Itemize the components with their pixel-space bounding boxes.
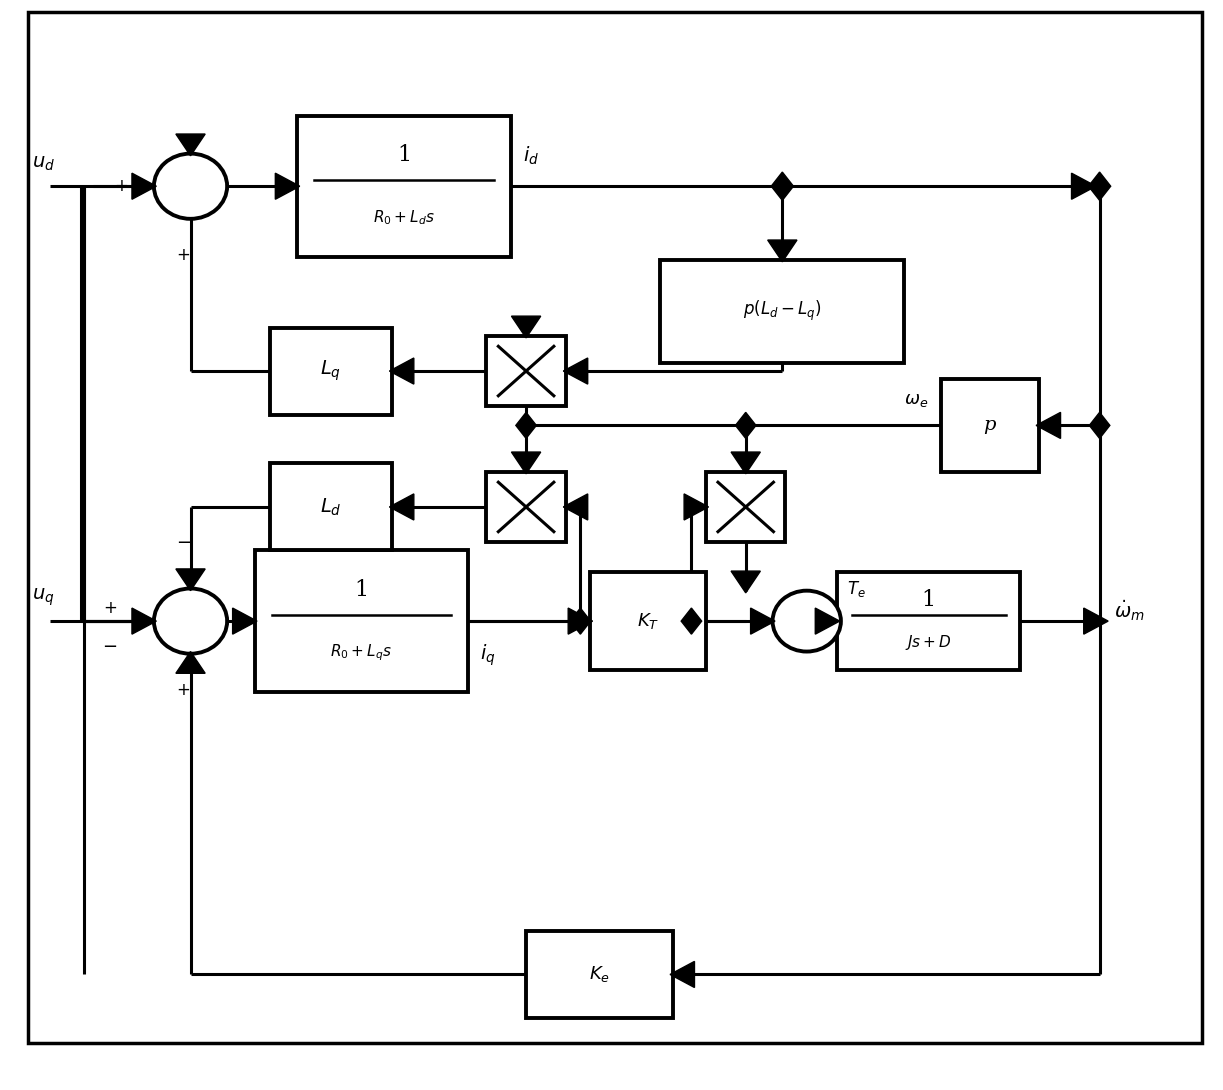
Polygon shape <box>176 652 205 674</box>
Polygon shape <box>731 571 761 593</box>
Polygon shape <box>176 569 205 591</box>
Bar <box>487 472 566 543</box>
Polygon shape <box>1071 173 1096 199</box>
Bar <box>706 472 785 543</box>
Text: $R_0+L_q s$: $R_0+L_q s$ <box>330 642 393 663</box>
Polygon shape <box>232 608 257 634</box>
Circle shape <box>773 591 841 652</box>
Text: $R_0+L_d s$: $R_0+L_d s$ <box>373 208 435 227</box>
Polygon shape <box>176 134 205 156</box>
Text: $K_e$: $K_e$ <box>588 965 610 984</box>
Bar <box>487 336 566 407</box>
Bar <box>838 572 1020 670</box>
Text: $u_q$: $u_q$ <box>32 586 54 608</box>
Polygon shape <box>816 608 840 634</box>
Polygon shape <box>772 172 794 201</box>
Polygon shape <box>731 452 761 474</box>
Polygon shape <box>569 608 593 634</box>
Bar <box>270 328 391 414</box>
Text: p: p <box>983 416 996 435</box>
Polygon shape <box>670 961 695 988</box>
Polygon shape <box>1036 412 1060 438</box>
Polygon shape <box>570 608 591 634</box>
Polygon shape <box>564 358 588 384</box>
Polygon shape <box>681 608 702 634</box>
Polygon shape <box>735 412 756 438</box>
Polygon shape <box>516 412 537 438</box>
Text: $i_q$: $i_q$ <box>481 643 495 668</box>
Polygon shape <box>564 494 588 520</box>
Text: 1: 1 <box>355 579 368 601</box>
Polygon shape <box>684 494 708 520</box>
Text: $\dot{\omega}_m$: $\dot{\omega}_m$ <box>1114 597 1145 622</box>
Text: +: + <box>103 600 117 617</box>
Text: $L_d$: $L_d$ <box>320 496 341 518</box>
Text: 1: 1 <box>397 144 411 166</box>
Polygon shape <box>751 608 775 634</box>
Text: −: − <box>103 639 117 656</box>
Text: $T_e$: $T_e$ <box>848 580 866 600</box>
Bar <box>526 931 673 1018</box>
Polygon shape <box>511 316 541 338</box>
Polygon shape <box>768 240 797 262</box>
Text: $K_T$: $K_T$ <box>637 611 659 631</box>
Polygon shape <box>1090 412 1109 438</box>
Text: $i_d$: $i_d$ <box>523 144 539 167</box>
Polygon shape <box>132 608 157 634</box>
Polygon shape <box>1084 608 1108 634</box>
Bar <box>660 259 904 363</box>
Polygon shape <box>389 358 413 384</box>
Bar <box>591 572 706 670</box>
Text: $L_q$: $L_q$ <box>320 359 341 384</box>
Text: +: + <box>176 680 190 699</box>
Bar <box>940 379 1038 472</box>
Polygon shape <box>275 173 300 199</box>
Bar <box>254 550 468 692</box>
Polygon shape <box>1088 172 1110 201</box>
Bar <box>297 116 511 257</box>
Text: $Js+D$: $Js+D$ <box>905 633 951 652</box>
Bar <box>270 463 391 550</box>
Text: $p(L_d - L_q)$: $p(L_d - L_q)$ <box>742 299 822 324</box>
Circle shape <box>154 154 227 219</box>
Text: $u_d$: $u_d$ <box>32 155 55 173</box>
Polygon shape <box>511 452 541 474</box>
Text: +: + <box>176 245 190 264</box>
Text: 1: 1 <box>922 589 936 610</box>
Polygon shape <box>389 494 413 520</box>
Circle shape <box>154 589 227 654</box>
Text: $\omega_e$: $\omega_e$ <box>905 391 928 409</box>
Polygon shape <box>132 173 157 199</box>
Text: +: + <box>114 178 128 195</box>
Text: −: − <box>176 534 191 552</box>
